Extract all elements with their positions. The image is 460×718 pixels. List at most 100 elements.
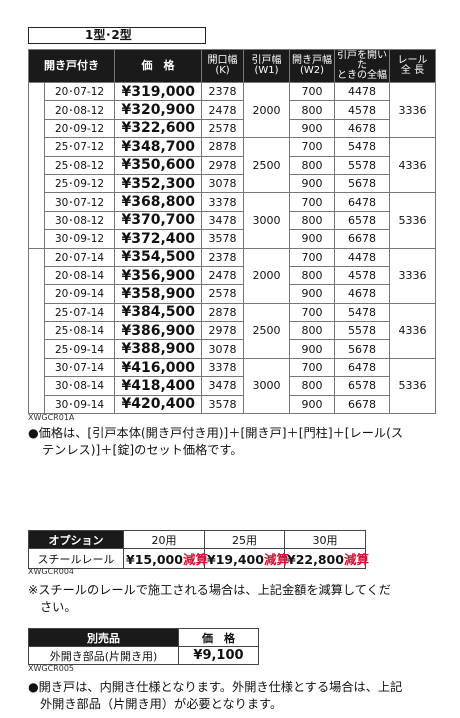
table-row: H=120020･07-12¥319,000237820007004478333…: [28, 81, 436, 249]
model-cell: 30･08-12: [44, 210, 115, 231]
opening-cell: 2978: [201, 321, 244, 341]
w1-cell: 3000: [243, 192, 290, 249]
opening-cell: 2378: [201, 247, 244, 267]
w2-cell: 700: [289, 357, 335, 378]
height-label: H=1400: [28, 247, 45, 415]
w2-cell: 800: [289, 376, 335, 396]
model-cell: 25･09-14: [44, 339, 115, 359]
full-open-cell: 5478: [334, 302, 390, 323]
full-open-cell: 4478: [334, 81, 390, 102]
w1-cell: 2000: [243, 247, 290, 304]
type-label: 1型･2型: [28, 27, 206, 44]
note-main-line2: テンレス)]＋[錠]のセット価格です。: [42, 443, 243, 457]
opening-cell: 2378: [201, 81, 244, 102]
opening-cell: 3378: [201, 357, 244, 378]
table-row: 30･07-12 ¥368,800 3378 3000 700 6478 5336: [29, 192, 436, 249]
rail-cell: 4336: [389, 137, 436, 194]
opening-cell: 2978: [201, 155, 244, 175]
table-row: 20･09-14 ¥358,900 2578 900 4678: [29, 284, 436, 304]
note-option-line2: さい。: [40, 600, 77, 614]
parts-table: 別売品 価 格 外開き部品(片開き用) ¥9,100: [28, 628, 259, 665]
price-cell: ¥352,300: [114, 173, 202, 194]
table-row: 25･09-12 ¥352,300 3078 900 5678: [29, 173, 436, 194]
table-row: 20･09-12 ¥322,600 2578 900 4678: [29, 118, 436, 139]
price-cell: ¥319,000: [114, 81, 202, 102]
model-cell: 25･09-12: [44, 173, 115, 194]
price-cell: ¥354,500: [114, 247, 202, 267]
full-open-cell: 4678: [334, 284, 390, 304]
note-main-line1: ●価格は、[引戸本体(開き戸付き用)]＋[開き戸]＋[門柱]＋[レール(ス: [28, 426, 404, 440]
parts-item: 外開き部品(片開き用): [28, 646, 179, 665]
w2-cell: 800: [289, 155, 335, 175]
w1-cell: 3000: [243, 357, 290, 415]
w2-cell: 700: [289, 81, 335, 102]
opening-cell: 3478: [201, 210, 244, 231]
opening-cell: 2578: [201, 118, 244, 139]
code-option: XWGCR004: [28, 567, 75, 576]
option-col-25: 25用: [204, 530, 285, 549]
w2-cell: 900: [289, 118, 335, 139]
opening-cell: 3078: [201, 339, 244, 359]
header-w1: 引戸幅 (W1): [243, 49, 290, 83]
w2-cell: 800: [289, 265, 335, 286]
option-item: スチールレール: [28, 548, 124, 569]
opening-cell: 2878: [201, 137, 244, 157]
table-row: 25･08-12 ¥350,600 2978 800 5578: [29, 155, 436, 175]
full-open-cell: 5578: [334, 155, 390, 175]
price-cell: ¥384,500: [114, 302, 202, 323]
opening-cell: 2478: [201, 265, 244, 286]
price-cell: ¥388,900: [114, 339, 202, 359]
price-cell: ¥370,700: [114, 210, 202, 231]
model-cell: 25･08-14: [44, 321, 115, 341]
option-price-30: ¥22,800減算: [284, 548, 369, 569]
model-cell: 30･08-14: [44, 376, 115, 396]
w1-cell: 2500: [243, 137, 290, 194]
opening-cell: 3578: [201, 394, 244, 415]
full-open-cell: 5678: [334, 173, 390, 194]
price-cell: ¥356,900: [114, 265, 202, 286]
full-open-cell: 6578: [334, 210, 390, 231]
code-parts: XWGCR005: [28, 664, 75, 673]
w2-cell: 800: [289, 210, 335, 231]
model-cell: 20･07-14: [44, 247, 115, 267]
header-price: 価 格: [114, 49, 202, 83]
table-row: 30･09-12 ¥372,400 3578 900 6678: [29, 229, 436, 249]
table-row: H=140020･07-14¥354,500237820007004478333…: [28, 247, 436, 415]
model-cell: 30･07-14: [44, 357, 115, 378]
note-option-line1: ※スチールのレールで施工される場合は、上記金額を減算してくだ: [28, 583, 391, 597]
full-open-cell: 4478: [334, 247, 390, 267]
full-open-cell: 6678: [334, 229, 390, 249]
w1-cell: 2000: [243, 81, 290, 139]
w2-cell: 900: [289, 394, 335, 415]
parts-price: ¥9,100: [178, 646, 259, 665]
w2-cell: 700: [289, 137, 335, 157]
height-label: H=1200: [28, 82, 45, 249]
table-row: 30･09-14 ¥420,400 3578 900 6678: [29, 394, 436, 415]
w2-cell: 900: [289, 339, 335, 359]
full-open-cell: 6578: [334, 376, 390, 396]
model-cell: 25･07-12: [44, 137, 115, 157]
model-cell: 20･09-14: [44, 284, 115, 304]
model-cell: 30･09-12: [44, 229, 115, 249]
w2-cell: 700: [289, 192, 335, 212]
opening-cell: 3078: [201, 173, 244, 194]
w2-cell: 900: [289, 229, 335, 249]
header-full-open: 引戸を開いた ときの全幅: [334, 49, 390, 83]
table-row: 25･07-12 ¥348,700 2878 2500 700 5478 4336: [29, 137, 436, 194]
price-cell: ¥350,600: [114, 155, 202, 175]
opening-cell: 3478: [201, 376, 244, 396]
w2-cell: 900: [289, 284, 335, 304]
rail-cell: 3336: [389, 81, 436, 139]
w2-cell: 800: [289, 100, 335, 120]
model-cell: 20･08-12: [44, 100, 115, 120]
model-cell: 30･09-14: [44, 394, 115, 415]
model-cell: 20･09-12: [44, 118, 115, 139]
table-header-row: 開き戸付き 価 格 開口幅 (K) 引戸幅 (W1) 開き戸幅 (W2) 引戸を開いた…: [28, 49, 436, 83]
table-row: 30･07-14 ¥416,000 3378 3000 700 6478 5336: [29, 357, 436, 415]
price-cell: ¥418,400: [114, 376, 202, 396]
model-cell: 25･08-12: [44, 155, 115, 175]
option-table: オプション 20用 25用 30用 スチールレール ¥15,000減算 ¥19,…: [28, 530, 369, 569]
full-open-cell: 4578: [334, 265, 390, 286]
option-col-30: 30用: [284, 530, 366, 549]
table-row: 30･08-14 ¥418,400 3478 800 6578: [29, 376, 436, 396]
